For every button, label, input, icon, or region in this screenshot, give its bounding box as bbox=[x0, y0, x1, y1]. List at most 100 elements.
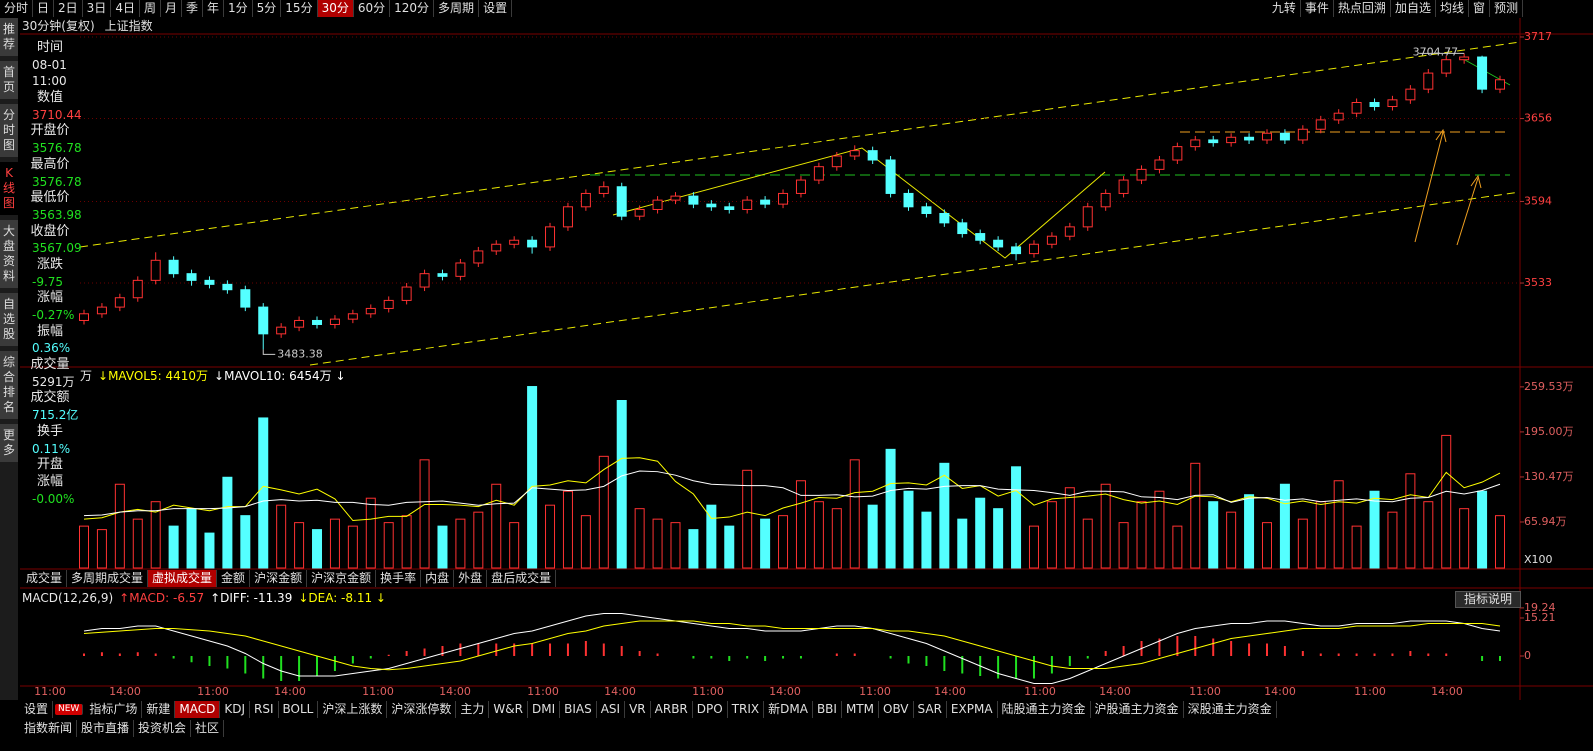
side-tab[interactable]: 综合排名 bbox=[0, 351, 18, 419]
volume-bar bbox=[491, 483, 502, 569]
period-button[interactable]: 30分 bbox=[317, 0, 354, 17]
volume-bar bbox=[329, 518, 340, 569]
indicator-tab[interactable]: 沪股通主力资金 bbox=[1091, 701, 1184, 718]
y-tick-label: 3533 bbox=[1524, 276, 1552, 289]
indicator-tab[interactable]: 新建 bbox=[142, 701, 176, 718]
volume-bar bbox=[975, 497, 986, 569]
period-button[interactable]: 60分 bbox=[354, 0, 391, 17]
period-button[interactable]: 3日 bbox=[83, 0, 112, 17]
indicator-tab[interactable]: NEW bbox=[55, 704, 84, 715]
legend-item: ↑MACD: -6.57 bbox=[119, 591, 205, 605]
volume-tab[interactable]: 盘后成交量 bbox=[487, 570, 557, 587]
volume-bar bbox=[580, 515, 591, 569]
indicator-tab[interactable]: 沪深上涨数 bbox=[318, 701, 388, 718]
period-button[interactable]: 5分 bbox=[253, 0, 282, 17]
indicator-tab[interactable]: MTM bbox=[842, 701, 879, 718]
candle-body bbox=[1477, 56, 1488, 90]
period-button[interactable]: 周 bbox=[140, 0, 161, 17]
news-tab[interactable]: 投资机会 bbox=[134, 720, 192, 737]
y-tick-label: 3656 bbox=[1524, 112, 1552, 125]
indicator-tab[interactable]: 陆股通主力资金 bbox=[998, 701, 1091, 718]
volume-bar bbox=[921, 511, 932, 569]
volume-tab[interactable]: 沪深京金额 bbox=[307, 570, 377, 587]
side-tab[interactable]: 自选股 bbox=[0, 293, 18, 346]
tool-button[interactable]: 事件 bbox=[1301, 0, 1334, 17]
side-tab[interactable]: 更多 bbox=[0, 424, 18, 462]
indicator-tab[interactable]: 指标广场 bbox=[85, 701, 143, 718]
period-button[interactable]: 1分 bbox=[224, 0, 253, 17]
volume-tab[interactable]: 沪深金额 bbox=[250, 570, 308, 587]
help-button[interactable]: 指标说明 bbox=[1455, 591, 1521, 608]
indicator-tab[interactable]: BOLL bbox=[279, 701, 319, 718]
indicator-tab[interactable]: ARBR bbox=[651, 701, 693, 718]
period-button[interactable]: 月 bbox=[161, 0, 182, 17]
tool-button[interactable]: 加自选 bbox=[1391, 0, 1436, 17]
candle-body bbox=[1441, 59, 1452, 74]
arrow bbox=[1414, 131, 1444, 243]
period-button[interactable]: 4日 bbox=[111, 0, 140, 17]
news-tab[interactable]: 指数新闻 bbox=[20, 720, 78, 737]
indicator-tab[interactable]: 沪深涨停数 bbox=[387, 701, 457, 718]
volume-tab[interactable]: 多周期成交量 bbox=[67, 570, 149, 587]
indicator-tab[interactable]: BIAS bbox=[560, 701, 597, 718]
indicator-tab[interactable]: DMI bbox=[528, 701, 561, 718]
period-button[interactable]: 15分 bbox=[281, 0, 318, 17]
y-tick-label: 65.94万 bbox=[1524, 515, 1567, 528]
indicator-tab[interactable]: DPO bbox=[693, 701, 728, 718]
volume-bar bbox=[1441, 434, 1452, 569]
volume-tab[interactable]: 成交量 bbox=[22, 570, 68, 587]
tool-button[interactable]: 窗 bbox=[1469, 0, 1490, 17]
candle-body bbox=[114, 297, 125, 308]
candle-body bbox=[1261, 132, 1272, 141]
side-tab[interactable]: 大盘资料 bbox=[0, 220, 18, 288]
volume-bar bbox=[1028, 525, 1039, 569]
period-button[interactable]: 120分 bbox=[390, 0, 435, 17]
legend-item: ↓DEA: -8.11 ↓ bbox=[298, 591, 386, 605]
news-tab[interactable]: 股市直播 bbox=[77, 720, 135, 737]
x-tick-label: 11:00 bbox=[527, 685, 559, 698]
period-button[interactable]: 多周期 bbox=[434, 0, 480, 17]
indicator-tab[interactable]: 主力 bbox=[456, 701, 490, 718]
indicator-tab[interactable]: TRIX bbox=[728, 701, 765, 718]
indicator-tab[interactable]: MACD bbox=[175, 701, 221, 718]
indicator-tab[interactable]: 新DMA bbox=[764, 701, 813, 718]
indicator-tab[interactable]: EXPMA bbox=[947, 701, 998, 718]
indicator-tab[interactable]: BBI bbox=[813, 701, 842, 718]
indicator-tab[interactable]: OBV bbox=[879, 701, 914, 718]
period-button[interactable]: 设置 bbox=[479, 0, 513, 17]
indicator-tab[interactable]: RSI bbox=[250, 701, 279, 718]
tool-button[interactable]: 热点回溯 bbox=[1334, 0, 1391, 17]
period-button[interactable]: 季 bbox=[182, 0, 203, 17]
news-tab[interactable]: 社区 bbox=[191, 720, 225, 737]
candle-body bbox=[1387, 99, 1398, 108]
period-button[interactable]: 日 bbox=[33, 0, 55, 17]
candle-body bbox=[562, 206, 573, 228]
volume-tab[interactable]: 换手率 bbox=[376, 570, 422, 587]
indicator-tab[interactable]: SAR bbox=[914, 701, 947, 718]
volume-tab[interactable]: 虚拟成交量 bbox=[148, 570, 218, 587]
side-tab[interactable]: 推荐 bbox=[0, 18, 18, 56]
side-tab[interactable]: K线图 bbox=[0, 162, 18, 215]
indicator-tab[interactable]: ASI bbox=[597, 701, 626, 718]
volume-tab[interactable]: 外盘 bbox=[454, 570, 488, 587]
candle-body bbox=[437, 273, 448, 277]
tool-button[interactable]: 九转 bbox=[1268, 0, 1301, 17]
indicator-tab[interactable]: KDJ bbox=[220, 701, 251, 718]
arrow-head bbox=[1435, 128, 1447, 143]
side-tab[interactable]: 首页 bbox=[0, 61, 18, 99]
volume-tab[interactable]: 金额 bbox=[217, 570, 251, 587]
info-value: -9.75 bbox=[32, 274, 64, 289]
tool-button[interactable]: 预测 bbox=[1490, 0, 1523, 17]
period-button[interactable]: 2日 bbox=[54, 0, 83, 17]
indicator-tab[interactable]: VR bbox=[625, 701, 651, 718]
volume-bar bbox=[204, 532, 215, 569]
indicator-tab[interactable]: W&R bbox=[489, 701, 528, 718]
indicator-tab[interactable]: 设置 bbox=[20, 701, 54, 718]
period-button[interactable]: 分时 bbox=[0, 0, 34, 17]
indicator-tab[interactable]: 深股通主力资金 bbox=[1184, 701, 1277, 718]
volume-tab[interactable]: 内盘 bbox=[421, 570, 455, 587]
period-button[interactable]: 年 bbox=[203, 0, 225, 17]
side-tab[interactable]: 分时图 bbox=[0, 104, 18, 157]
tool-button[interactable]: 均线 bbox=[1436, 0, 1469, 17]
